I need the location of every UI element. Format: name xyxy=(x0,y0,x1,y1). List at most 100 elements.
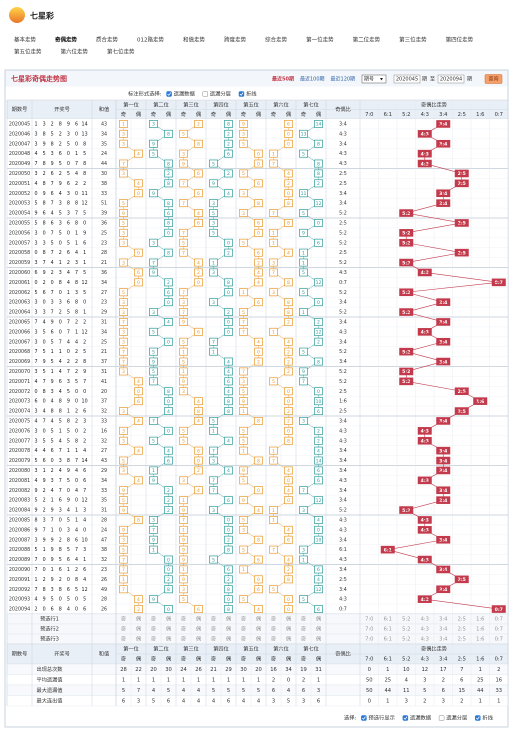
preselect-cell[interactable]: 奇 xyxy=(151,615,156,623)
preselect-cell[interactable]: 偶 xyxy=(256,625,261,633)
preselect-cell[interactable]: 偶 xyxy=(196,615,201,623)
preselect-cell[interactable]: 奇 xyxy=(301,615,306,623)
nav-tab[interactable]: 质合走势 xyxy=(96,36,119,44)
nav-tab[interactable]: 第六位走势 xyxy=(61,48,89,56)
nav-tab[interactable]: 012路走势 xyxy=(137,36,164,44)
preselect-cell[interactable]: 偶 xyxy=(256,615,261,623)
preselect-cell[interactable]: 2:5 xyxy=(458,617,466,623)
preselect-cell[interactable]: 偶 xyxy=(196,625,201,633)
preselect-cell[interactable]: 7:0 xyxy=(365,637,373,643)
nav-tab[interactable]: 第二位走势 xyxy=(353,36,381,44)
checkbox[interactable] xyxy=(438,715,445,721)
preselect-cell[interactable]: 1:6 xyxy=(476,637,484,643)
preselect-cell[interactable]: 奇 xyxy=(151,625,156,633)
checkbox[interactable] xyxy=(402,715,409,721)
preselect-cell[interactable]: 偶 xyxy=(286,625,291,633)
checkbox[interactable] xyxy=(361,715,367,721)
nav-tab[interactable]: 基本走势 xyxy=(14,36,37,44)
preselect-cell[interactable]: 偶 xyxy=(316,615,321,623)
option-label[interactable]: 折线 xyxy=(482,714,493,722)
nav-tab[interactable]: 奇偶走势 xyxy=(55,36,78,44)
nav-tab[interactable]: 综合走势 xyxy=(265,36,288,44)
nav-tab[interactable]: 第一位走势 xyxy=(306,36,334,44)
quick-range[interactable]: 最近120期 xyxy=(331,76,356,83)
preselect-cell[interactable]: 奇 xyxy=(271,615,276,623)
checkbox[interactable] xyxy=(475,715,481,721)
preselect-cell[interactable]: 4:3 xyxy=(421,617,429,623)
preselect-cell[interactable]: 偶 xyxy=(226,635,231,643)
input-to[interactable] xyxy=(437,74,465,84)
preselect-cell[interactable]: 5:2 xyxy=(402,627,410,633)
preselect-cell[interactable]: 3:4 xyxy=(439,617,448,623)
checkbox[interactable] xyxy=(202,91,209,97)
option-label[interactable]: 折线 xyxy=(246,90,257,98)
input-from[interactable] xyxy=(393,74,421,84)
option-label[interactable]: 预选行显示 xyxy=(368,714,395,722)
preselect-cell[interactable]: 偶 xyxy=(226,615,231,623)
preselect-cell[interactable]: 偶 xyxy=(166,635,171,643)
preselect-cell[interactable]: 5:2 xyxy=(402,637,410,643)
preselect-cell[interactable]: 奇 xyxy=(181,625,186,633)
preselect-cell[interactable]: 7:0 xyxy=(365,617,373,623)
preselect-cell[interactable]: 4:3 xyxy=(421,627,429,633)
preselect-cell[interactable]: 奇 xyxy=(211,635,216,643)
query-button[interactable] xyxy=(484,74,503,84)
preselect-cell[interactable]: 奇 xyxy=(181,615,186,623)
preselect-cell[interactable]: 1:6 xyxy=(476,627,484,633)
preselect-cell[interactable]: 5:2 xyxy=(402,617,410,623)
nav-tab[interactable]: 第五位走势 xyxy=(14,48,42,56)
nav-tab[interactable]: 跨度走势 xyxy=(224,36,247,44)
option-label[interactable]: 遗漏数据 xyxy=(410,714,432,722)
checkbox[interactable] xyxy=(166,91,172,97)
preselect-cell[interactable]: 偶 xyxy=(256,635,261,643)
preselect-cell[interactable]: 奇 xyxy=(271,635,276,643)
preselect-cell[interactable]: 偶 xyxy=(286,615,291,623)
preselect-cell[interactable]: 6:1 xyxy=(384,627,392,633)
preselect-cell[interactable]: 6:1 xyxy=(384,617,392,623)
preselect-cell[interactable]: 奇 xyxy=(121,615,126,623)
preselect-cell[interactable]: 奇 xyxy=(121,635,126,643)
preselect-cell[interactable]: 奇 xyxy=(241,615,246,623)
preselect-cell[interactable]: 偶 xyxy=(316,635,321,643)
preselect-cell[interactable]: 奇 xyxy=(211,615,216,623)
preselect-cell[interactable]: 7:0 xyxy=(365,627,373,633)
preselect-cell[interactable]: 偶 xyxy=(316,625,321,633)
preselect-cell[interactable]: 奇 xyxy=(211,625,216,633)
preselect-cell[interactable]: 1:6 xyxy=(476,617,484,623)
nav-tab[interactable]: 和值走势 xyxy=(183,36,206,44)
select[interactable] xyxy=(361,74,387,84)
preselect-cell[interactable]: 2:5 xyxy=(458,627,466,633)
preselect-cell[interactable]: 奇 xyxy=(181,635,186,643)
preselect-cell[interactable]: 4:3 xyxy=(421,637,429,643)
preselect-cell[interactable]: 奇 xyxy=(241,635,246,643)
preselect-cell[interactable]: 奇 xyxy=(301,635,306,643)
quick-range[interactable]: 最近50期 xyxy=(272,76,294,83)
preselect-cell[interactable]: 奇 xyxy=(121,625,126,633)
preselect-cell[interactable]: 奇 xyxy=(151,635,156,643)
quick-range[interactable]: 最近100期 xyxy=(300,76,325,83)
preselect-cell[interactable]: 偶 xyxy=(196,635,201,643)
preselect-cell[interactable]: 0:7 xyxy=(495,637,503,643)
preselect-cell[interactable]: 偶 xyxy=(166,615,171,623)
preselect-cell[interactable]: 偶 xyxy=(226,625,231,633)
preselect-cell[interactable]: 偶 xyxy=(286,635,291,643)
preselect-cell[interactable]: 6:1 xyxy=(384,637,392,643)
preselect-cell[interactable]: 0:7 xyxy=(495,617,503,623)
preselect-cell[interactable]: 奇 xyxy=(241,625,246,633)
nav-tab[interactable]: 第四位走势 xyxy=(446,36,474,44)
option-label[interactable]: 遗漏分层 xyxy=(210,90,231,98)
preselect-cell[interactable]: 3:4 xyxy=(439,637,448,643)
preselect-cell[interactable]: 0:7 xyxy=(495,627,503,633)
preselect-cell[interactable]: 奇 xyxy=(301,625,306,633)
option-label[interactable]: 遗漏数据 xyxy=(174,90,196,98)
preselect-cell[interactable]: 奇 xyxy=(271,625,276,633)
option-label[interactable]: 遗漏分层 xyxy=(446,714,467,722)
preselect-cell[interactable]: 偶 xyxy=(136,625,141,633)
preselect-cell[interactable]: 偶 xyxy=(166,625,171,633)
preselect-cell[interactable]: 偶 xyxy=(136,615,141,623)
preselect-cell[interactable]: 偶 xyxy=(136,635,141,643)
checkbox[interactable] xyxy=(238,91,245,97)
nav-tab[interactable]: 第七位走势 xyxy=(107,48,135,56)
preselect-cell[interactable]: 3:4 xyxy=(439,627,448,633)
preselect-cell[interactable]: 2:5 xyxy=(458,637,466,643)
